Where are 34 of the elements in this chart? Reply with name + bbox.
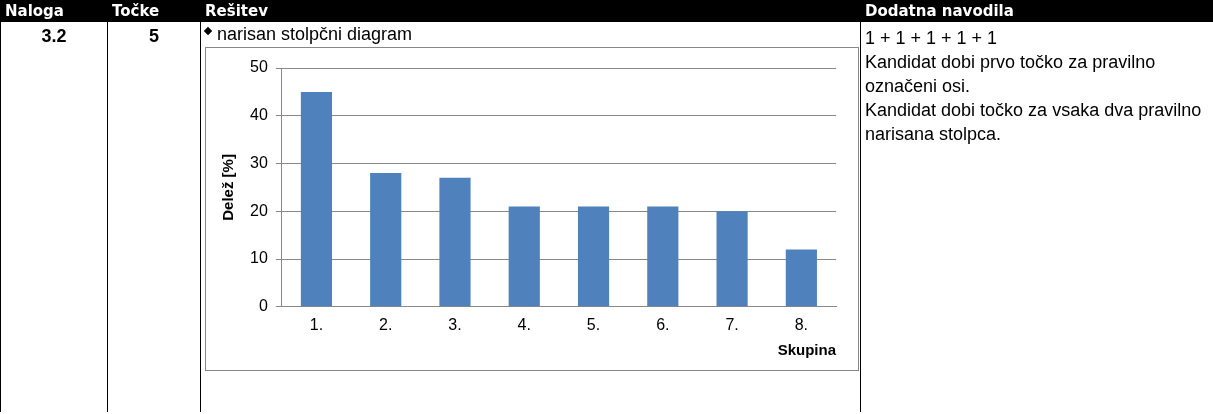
y-tick-label: 50 (250, 58, 268, 76)
text: 1 + 1 + 1 + 1 + 1 (865, 27, 999, 50)
bar (577, 206, 610, 307)
text: 3.2 (0, 21, 108, 412)
y-tick-label: 30 (250, 153, 268, 171)
text: Kandidat dobi točko za vsaka dva pravilno narisana stolpca. (865, 99, 1203, 146)
x-tick-label: 8. (794, 315, 809, 333)
x-tick-label: 2. (379, 315, 393, 333)
x-axis-title: Skupina (777, 341, 837, 359)
bar (785, 249, 817, 307)
x-tick-label: 4. (517, 315, 531, 333)
bar (370, 173, 402, 307)
text: Dodatna navodila (860, 0, 1213, 22)
text: Kandidat dobi prvo točko za pravilno označeni osi. (865, 51, 1157, 98)
x-tick-label: 1. (309, 315, 324, 333)
bar (716, 211, 748, 307)
y-axis-title: Delež [%] (219, 154, 237, 221)
x-tick-label: 6. (656, 315, 670, 333)
y-tick-label: 10 (250, 249, 268, 267)
chart-title: narisan stolpčni diagram (217, 24, 413, 45)
bar (439, 177, 471, 307)
bar (300, 91, 333, 307)
bar (508, 206, 540, 307)
text: Naloga (0, 0, 108, 22)
bar (647, 206, 679, 307)
text: Točke (107, 0, 201, 22)
y-tick-label: 0 (258, 297, 268, 315)
x-tick-label: 5. (586, 315, 601, 333)
text: Rešitev (200, 0, 861, 22)
y-tick-label: 20 (250, 201, 268, 219)
x-tick-label: 7. (725, 315, 739, 333)
x-tick-label: 3. (448, 315, 462, 333)
y-tick-label: 40 (250, 106, 268, 124)
text: 5 (107, 21, 201, 412)
